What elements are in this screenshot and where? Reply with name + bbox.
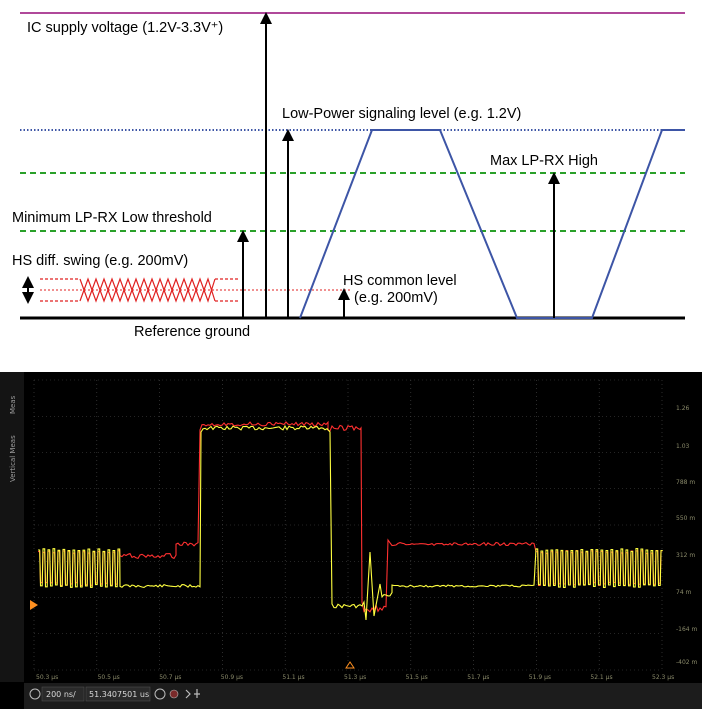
min-lprx-label: Minimum LP-RX Low threshold: [12, 210, 212, 226]
hs-swing-label: HS diff. swing (e.g. 200mV): [12, 253, 188, 269]
side-tab-meas[interactable]: Meas: [9, 395, 17, 414]
position-value: 51.3407501 us: [89, 690, 149, 699]
x-tick-label: 50.5 µs: [98, 674, 120, 681]
x-tick-label: 51.1 µs: [282, 674, 304, 681]
x-tick-label: 51.7 µs: [467, 674, 489, 681]
timebase-knob-icon[interactable]: [29, 688, 41, 700]
x-tick-label: 50.3 µs: [36, 674, 58, 681]
x-tick-label: 52.1 µs: [590, 674, 612, 681]
y-tick-label: 1.26: [676, 405, 690, 412]
ground-marker-icon[interactable]: [30, 600, 38, 610]
hs-differential-signal: [40, 277, 240, 303]
cursor-icon[interactable]: [194, 689, 200, 698]
ch1-trace: [38, 424, 663, 621]
hs-common-label-1: HS common level: [343, 273, 457, 289]
y-tick-label: 550 m: [676, 515, 695, 522]
hs-common-label-2: (e.g. 200mV): [354, 290, 438, 306]
trigger-position-icon[interactable]: [345, 661, 355, 669]
ic-supply-label: IC supply voltage (1.2V-3.3V⁺): [27, 20, 223, 36]
y-tick-label: 74 m: [676, 589, 692, 596]
lp-level-label: Low-Power signaling level (e.g. 1.2V): [282, 106, 521, 122]
reference-ground-label: Reference ground: [134, 324, 250, 340]
timebase-field[interactable]: [41, 686, 85, 702]
y-tick-label: 1.03: [676, 443, 690, 450]
scope-grid: [33, 379, 663, 671]
oscilloscope-capture: Meas Vertical Meas 1.26 1.03 788 m 550 m 312…: [0, 372, 702, 709]
x-tick-label: 50.9 µs: [221, 674, 243, 681]
x-tick-label: 50.7 µs: [159, 674, 181, 681]
x-tick-label: 51.9 µs: [529, 674, 551, 681]
x-tick-label: 51.5 µs: [406, 674, 428, 681]
side-tab-panel: [0, 372, 24, 682]
side-tab-vertical-meas[interactable]: Vertical Meas: [9, 435, 17, 482]
chevron-right-icon[interactable]: [185, 689, 191, 699]
lp-signal-waveform: [299, 129, 685, 319]
max-lprx-label: Max LP-RX High: [490, 153, 598, 169]
timebase-value: 200 ns/: [46, 690, 76, 699]
y-tick-label: -402 m: [676, 659, 698, 666]
record-icon[interactable]: [169, 689, 179, 699]
x-axis-ticks: 50.3 µs 50.5 µs 50.7 µs 50.9 µs 51.1 µs 51.3 …: [36, 674, 674, 681]
y-tick-label: 312 m: [676, 552, 695, 559]
y-axis-ticks: 1.26 1.03 788 m 550 m 312 m 74 m -164 m -402 m: [676, 405, 698, 666]
y-tick-label: 788 m: [676, 479, 695, 486]
signal-level-diagram: IC supply voltage (1.2V-3.3V⁺) Low-Power…: [12, 12, 685, 340]
y-tick-label: -164 m: [676, 626, 698, 633]
x-tick-label: 52.3 µs: [652, 674, 674, 681]
position-knob-icon[interactable]: [154, 688, 166, 700]
x-tick-label: 51.3 µs: [344, 674, 366, 681]
position-field[interactable]: [85, 686, 151, 702]
